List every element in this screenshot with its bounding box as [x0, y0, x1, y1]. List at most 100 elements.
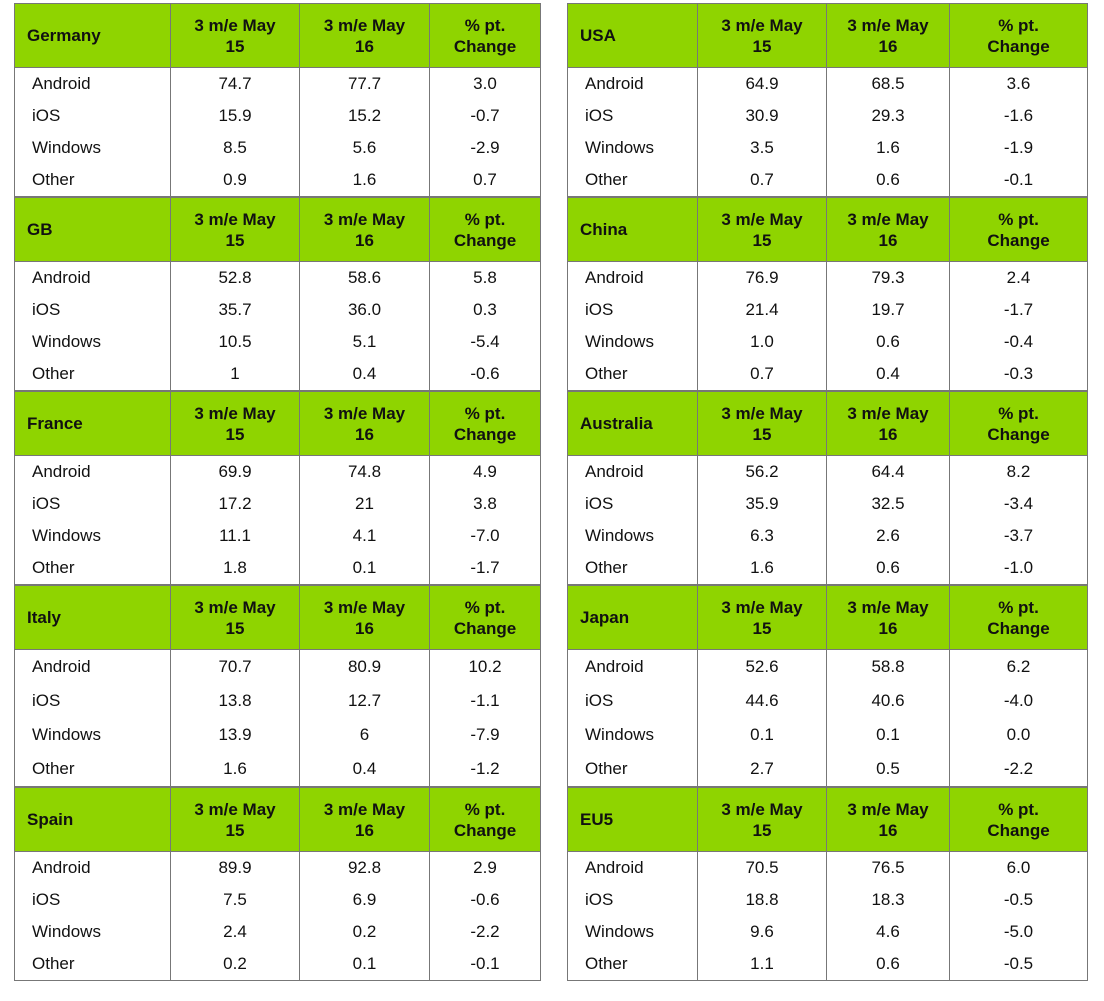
- header-may-15: 3 m/e May 15: [170, 3, 300, 68]
- table-row: Other 1.8 0.1 -1.7: [14, 552, 541, 585]
- table-row: Other 0.7 0.6 -0.1: [567, 164, 1088, 197]
- may-15-value: 0.9: [170, 164, 300, 197]
- may-16-value: 4.1: [299, 520, 430, 552]
- may-15-value: 1.0: [697, 326, 827, 358]
- os-name: iOS: [567, 488, 698, 520]
- header-pt-change: % pt. Change: [429, 391, 541, 456]
- may-15-value: 1.6: [697, 552, 827, 585]
- table-row: Windows 10.5 5.1 -5.4: [14, 326, 541, 358]
- change-value: -1.7: [949, 294, 1088, 326]
- may-15-value: 7.5: [170, 884, 300, 916]
- os-name: Android: [14, 455, 171, 488]
- may-16-value: 0.6: [826, 326, 950, 358]
- change-value: -3.4: [949, 488, 1088, 520]
- change-value: -0.6: [429, 358, 541, 391]
- region-table-usa: USA 3 m/e May 15 3 m/e May 16 % pt. Change A…: [567, 3, 1088, 197]
- region-table-china: China 3 m/e May 15 3 m/e May 16 % pt. Chang…: [567, 197, 1088, 391]
- region-table-eu5: EU5 3 m/e May 15 3 m/e May 16 % pt. Change A…: [567, 787, 1088, 981]
- may-15-value: 21.4: [697, 294, 827, 326]
- table-row: Other 2.7 0.5 -2.2: [567, 752, 1088, 787]
- may-15-value: 74.7: [170, 67, 300, 100]
- change-value: 0.3: [429, 294, 541, 326]
- header-may-15: 3 m/e May 15: [697, 197, 827, 262]
- change-value: 3.0: [429, 67, 541, 100]
- may-16-value: 80.9: [299, 649, 430, 684]
- may-16-value: 6.9: [299, 884, 430, 916]
- change-value: -1.0: [949, 552, 1088, 585]
- may-16-value: 0.1: [299, 948, 430, 981]
- table-row: Android 89.9 92.8 2.9: [14, 851, 541, 884]
- region-table-spain: Spain 3 m/e May 15 3 m/e May 16 % pt. Chang…: [14, 787, 541, 981]
- change-value: -0.1: [429, 948, 541, 981]
- header-may-15: 3 m/e May 15: [697, 3, 827, 68]
- os-name: iOS: [14, 488, 171, 520]
- os-name: Windows: [14, 718, 171, 752]
- region-table-germany: Germany 3 m/e May 15 3 m/e May 16 % pt. Cha…: [14, 3, 541, 197]
- may-16-value: 36.0: [299, 294, 430, 326]
- may-15-value: 35.7: [170, 294, 300, 326]
- os-name: Android: [14, 67, 171, 100]
- change-value: 2.9: [429, 851, 541, 884]
- os-name: Other: [567, 948, 698, 981]
- os-name: Windows: [14, 132, 171, 164]
- table-row: Other 1 0.4 -0.6: [14, 358, 541, 391]
- header-may-15: 3 m/e May 15: [697, 585, 827, 650]
- may-16-value: 29.3: [826, 100, 950, 132]
- table-row: Android 70.5 76.5 6.0: [567, 851, 1088, 884]
- may-15-value: 1.6: [170, 752, 300, 787]
- os-name: Windows: [567, 916, 698, 948]
- region-name: Germany: [14, 3, 171, 68]
- os-name: Windows: [14, 916, 171, 948]
- may-15-value: 2.7: [697, 752, 827, 787]
- os-name: Android: [567, 649, 698, 684]
- change-value: 0.0: [949, 718, 1088, 752]
- may-16-value: 0.1: [826, 718, 950, 752]
- region-name: France: [14, 391, 171, 456]
- may-15-value: 70.5: [697, 851, 827, 884]
- change-value: -5.4: [429, 326, 541, 358]
- may-15-value: 52.8: [170, 261, 300, 294]
- table-row: Android 74.7 77.7 3.0: [14, 67, 541, 100]
- header-pt-change: % pt. Change: [429, 585, 541, 650]
- header-pt-change: % pt. Change: [949, 3, 1088, 68]
- header-pt-change: % pt. Change: [429, 787, 541, 852]
- table-row: iOS 21.4 19.7 -1.7: [567, 294, 1088, 326]
- os-name: iOS: [14, 684, 171, 718]
- may-16-value: 6: [299, 718, 430, 752]
- may-15-value: 3.5: [697, 132, 827, 164]
- table-row: Other 0.9 1.6 0.7: [14, 164, 541, 197]
- os-name: iOS: [567, 684, 698, 718]
- os-name: Other: [14, 948, 171, 981]
- table-row: Android 64.9 68.5 3.6: [567, 67, 1088, 100]
- table-row: Android 70.7 80.9 10.2: [14, 649, 541, 684]
- change-value: 0.7: [429, 164, 541, 197]
- change-value: 3.8: [429, 488, 541, 520]
- may-15-value: 1.8: [170, 552, 300, 585]
- may-16-value: 0.4: [299, 752, 430, 787]
- header-may-16: 3 m/e May 16: [826, 585, 950, 650]
- change-value: 2.4: [949, 261, 1088, 294]
- may-15-value: 52.6: [697, 649, 827, 684]
- may-16-value: 0.4: [299, 358, 430, 391]
- may-15-value: 8.5: [170, 132, 300, 164]
- table-row: iOS 18.8 18.3 -0.5: [567, 884, 1088, 916]
- os-name: Other: [567, 358, 698, 391]
- region-table-japan: Japan 3 m/e May 15 3 m/e May 16 % pt. Chang…: [567, 585, 1088, 787]
- table-header-row: GB 3 m/e May 15 3 m/e May 16 % pt. Change: [14, 197, 541, 262]
- may-15-value: 1.1: [697, 948, 827, 981]
- may-15-value: 0.7: [697, 358, 827, 391]
- table-header-row: Australia 3 m/e May 15 3 m/e May 16 % pt. C…: [567, 391, 1088, 456]
- change-value: -4.0: [949, 684, 1088, 718]
- may-16-value: 68.5: [826, 67, 950, 100]
- may-16-value: 79.3: [826, 261, 950, 294]
- os-name: Android: [567, 851, 698, 884]
- os-name: iOS: [14, 294, 171, 326]
- table-row: Windows 2.4 0.2 -2.2: [14, 916, 541, 948]
- table-row: Other 0.7 0.4 -0.3: [567, 358, 1088, 391]
- header-may-16: 3 m/e May 16: [826, 3, 950, 68]
- table-row: Windows 0.1 0.1 0.0: [567, 718, 1088, 752]
- region-name: Italy: [14, 585, 171, 650]
- change-value: -0.4: [949, 326, 1088, 358]
- table-row: iOS 17.2 21 3.8: [14, 488, 541, 520]
- header-may-16: 3 m/e May 16: [826, 787, 950, 852]
